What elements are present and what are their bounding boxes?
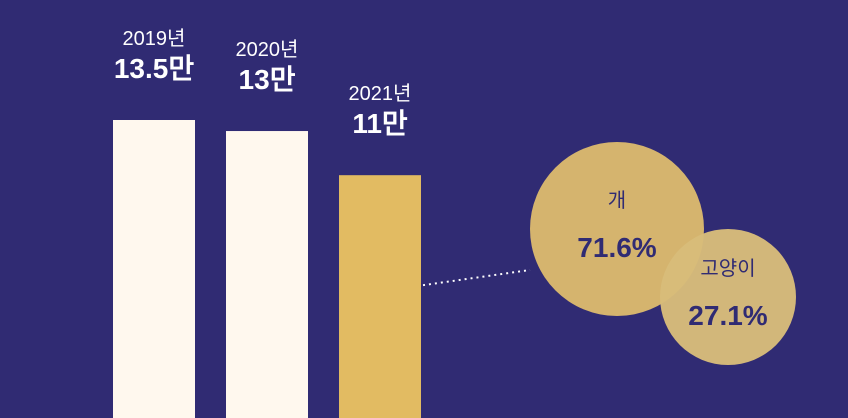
breakdown-name-label: 고양이 <box>700 257 755 280</box>
bar-category-label: 2020년 <box>236 38 299 61</box>
bar-category-label: 2021년 <box>349 82 412 105</box>
breakdown-name-label: 개 <box>608 189 626 212</box>
breakdown-percent-label: 71.6% <box>577 232 656 263</box>
bar-value-label: 13.5만 <box>114 53 194 84</box>
breakdown-bubbles: 개 71.6% 고양이 27.1% <box>530 142 796 365</box>
breakdown-percent-label: 27.1% <box>688 300 767 331</box>
connector-layer <box>422 269 531 287</box>
bar-2 <box>339 175 421 418</box>
connector-line <box>422 269 531 287</box>
bar-1 <box>226 131 308 418</box>
bars-layer: 13.5만 2019년 13만 2020년 11만 2021년 <box>113 27 421 418</box>
breakdown-bubble-1 <box>660 229 796 365</box>
bar-value-label: 13만 <box>239 64 296 95</box>
bar-value-label: 11만 <box>352 108 408 139</box>
bar-category-label: 2019년 <box>123 27 186 50</box>
bar-0 <box>113 120 195 418</box>
breakdown-bubble-0 <box>530 142 704 316</box>
